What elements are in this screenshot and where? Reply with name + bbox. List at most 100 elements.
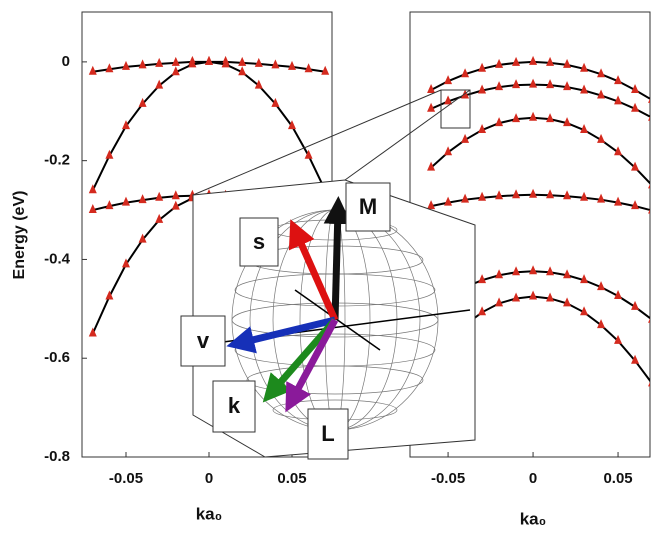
spin-marker [563,81,572,91]
spin-marker [512,113,521,123]
spin-marker [546,113,555,123]
curve [430,83,650,118]
spin-marker [648,98,650,103]
spin-marker [529,55,538,65]
spin-marker [478,62,487,72]
spin-marker [512,79,521,89]
curve [430,60,650,100]
spin-marker [563,269,572,279]
spin-marker [495,297,504,307]
spin-marker [597,89,606,99]
label-box [239,217,279,267]
x-tick-label: 0 [529,470,537,487]
plot-area [427,55,650,387]
spin-marker [444,196,453,206]
spin-marker [105,290,114,300]
label-box [307,408,349,460]
spin-marker [321,65,330,75]
spin-marker [155,79,164,89]
vector-label: s [253,229,265,254]
spin-marker [461,133,470,143]
spin-marker [648,318,650,323]
vector-label: M [359,194,377,219]
spin-marker [512,292,521,302]
spin-marker [529,265,538,275]
spin-marker [580,124,589,134]
inset: M s v k L [180,89,476,460]
spin-marker [88,204,97,214]
spin-marker [105,149,114,159]
spin-marker [563,297,572,307]
x-tick-label: 0.05 [603,470,632,487]
label-box [345,182,391,232]
spin-marker [546,56,555,66]
spin-marker [495,269,504,279]
spin-marker [138,59,147,69]
spin-marker [529,290,538,300]
spin-marker [631,200,640,210]
spin-marker [495,117,504,127]
spin-marker [461,68,470,78]
spin-marker [254,57,263,67]
x-tick-label: -0.05 [431,470,465,487]
spin-marker [512,266,521,276]
spin-marker [563,190,572,200]
spin-marker [597,68,606,78]
spin-marker [138,233,147,243]
spin-marker [478,191,487,201]
spin-marker [271,97,280,107]
curve [430,193,650,212]
vector-label: L [321,421,334,446]
spin-marker [563,58,572,68]
vector-label: v [197,328,210,353]
spin-marker [631,161,640,171]
spin-marker [271,59,280,69]
spin-marker [648,116,650,121]
spin-marker [304,63,313,73]
y-tick-label: -0.6 [44,349,70,366]
label-box [180,315,226,367]
spin-marker [138,194,147,204]
zoom-box [440,89,471,129]
spin-marker [138,97,147,107]
spin-marker [171,56,180,66]
spin-marker [444,75,453,85]
spin-marker [444,95,453,105]
spin-marker [121,120,130,130]
spin-marker [478,124,487,134]
spin-marker [529,78,538,88]
spin-marker [427,102,436,112]
y-tick-label: -0.4 [44,250,71,267]
spin-marker [444,146,453,156]
spin-marker [648,209,650,214]
y-tick-label: -0.8 [44,448,70,465]
x-tick-label: 0 [205,470,213,487]
spin-marker [597,133,606,143]
spin-marker [221,58,230,68]
spin-marker [287,60,296,70]
spin-marker [121,196,130,206]
spin-marker [597,319,606,329]
spin-marker [88,184,97,194]
spin-marker [648,183,650,189]
spin-marker [121,258,130,268]
spin-marker [580,84,589,94]
spin-marker [631,300,640,310]
spin-marker [580,306,589,316]
y-tick-label: -0.2 [44,152,70,169]
label-box [212,380,256,433]
spin-marker [105,200,114,210]
spin-marker [171,66,180,76]
plots: -0.05 0 0.05 -0.8 -0.6 -0.4 -0.2 0 ka₀ Energy (eV… [11,11,651,528]
spin-marker [614,289,623,299]
zoom-line [192,89,442,196]
x-axis-label: ka₀ [520,509,547,528]
spin-marker [529,188,538,198]
spin-marker [614,334,623,344]
spin-marker [580,62,589,72]
vectors [226,196,352,413]
spin-marker [546,79,555,89]
spin-marker [427,161,436,171]
spin-marker [546,189,555,199]
